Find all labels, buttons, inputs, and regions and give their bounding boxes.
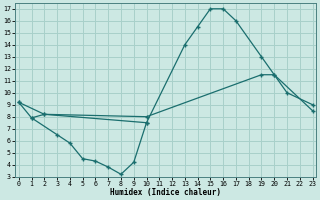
X-axis label: Humidex (Indice chaleur): Humidex (Indice chaleur) <box>110 188 221 197</box>
